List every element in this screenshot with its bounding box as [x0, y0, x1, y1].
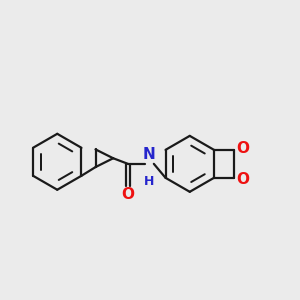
Text: O: O	[236, 172, 249, 187]
Text: O: O	[122, 188, 134, 202]
Text: H: H	[144, 175, 154, 188]
Text: N: N	[143, 147, 156, 162]
Text: O: O	[236, 141, 249, 156]
